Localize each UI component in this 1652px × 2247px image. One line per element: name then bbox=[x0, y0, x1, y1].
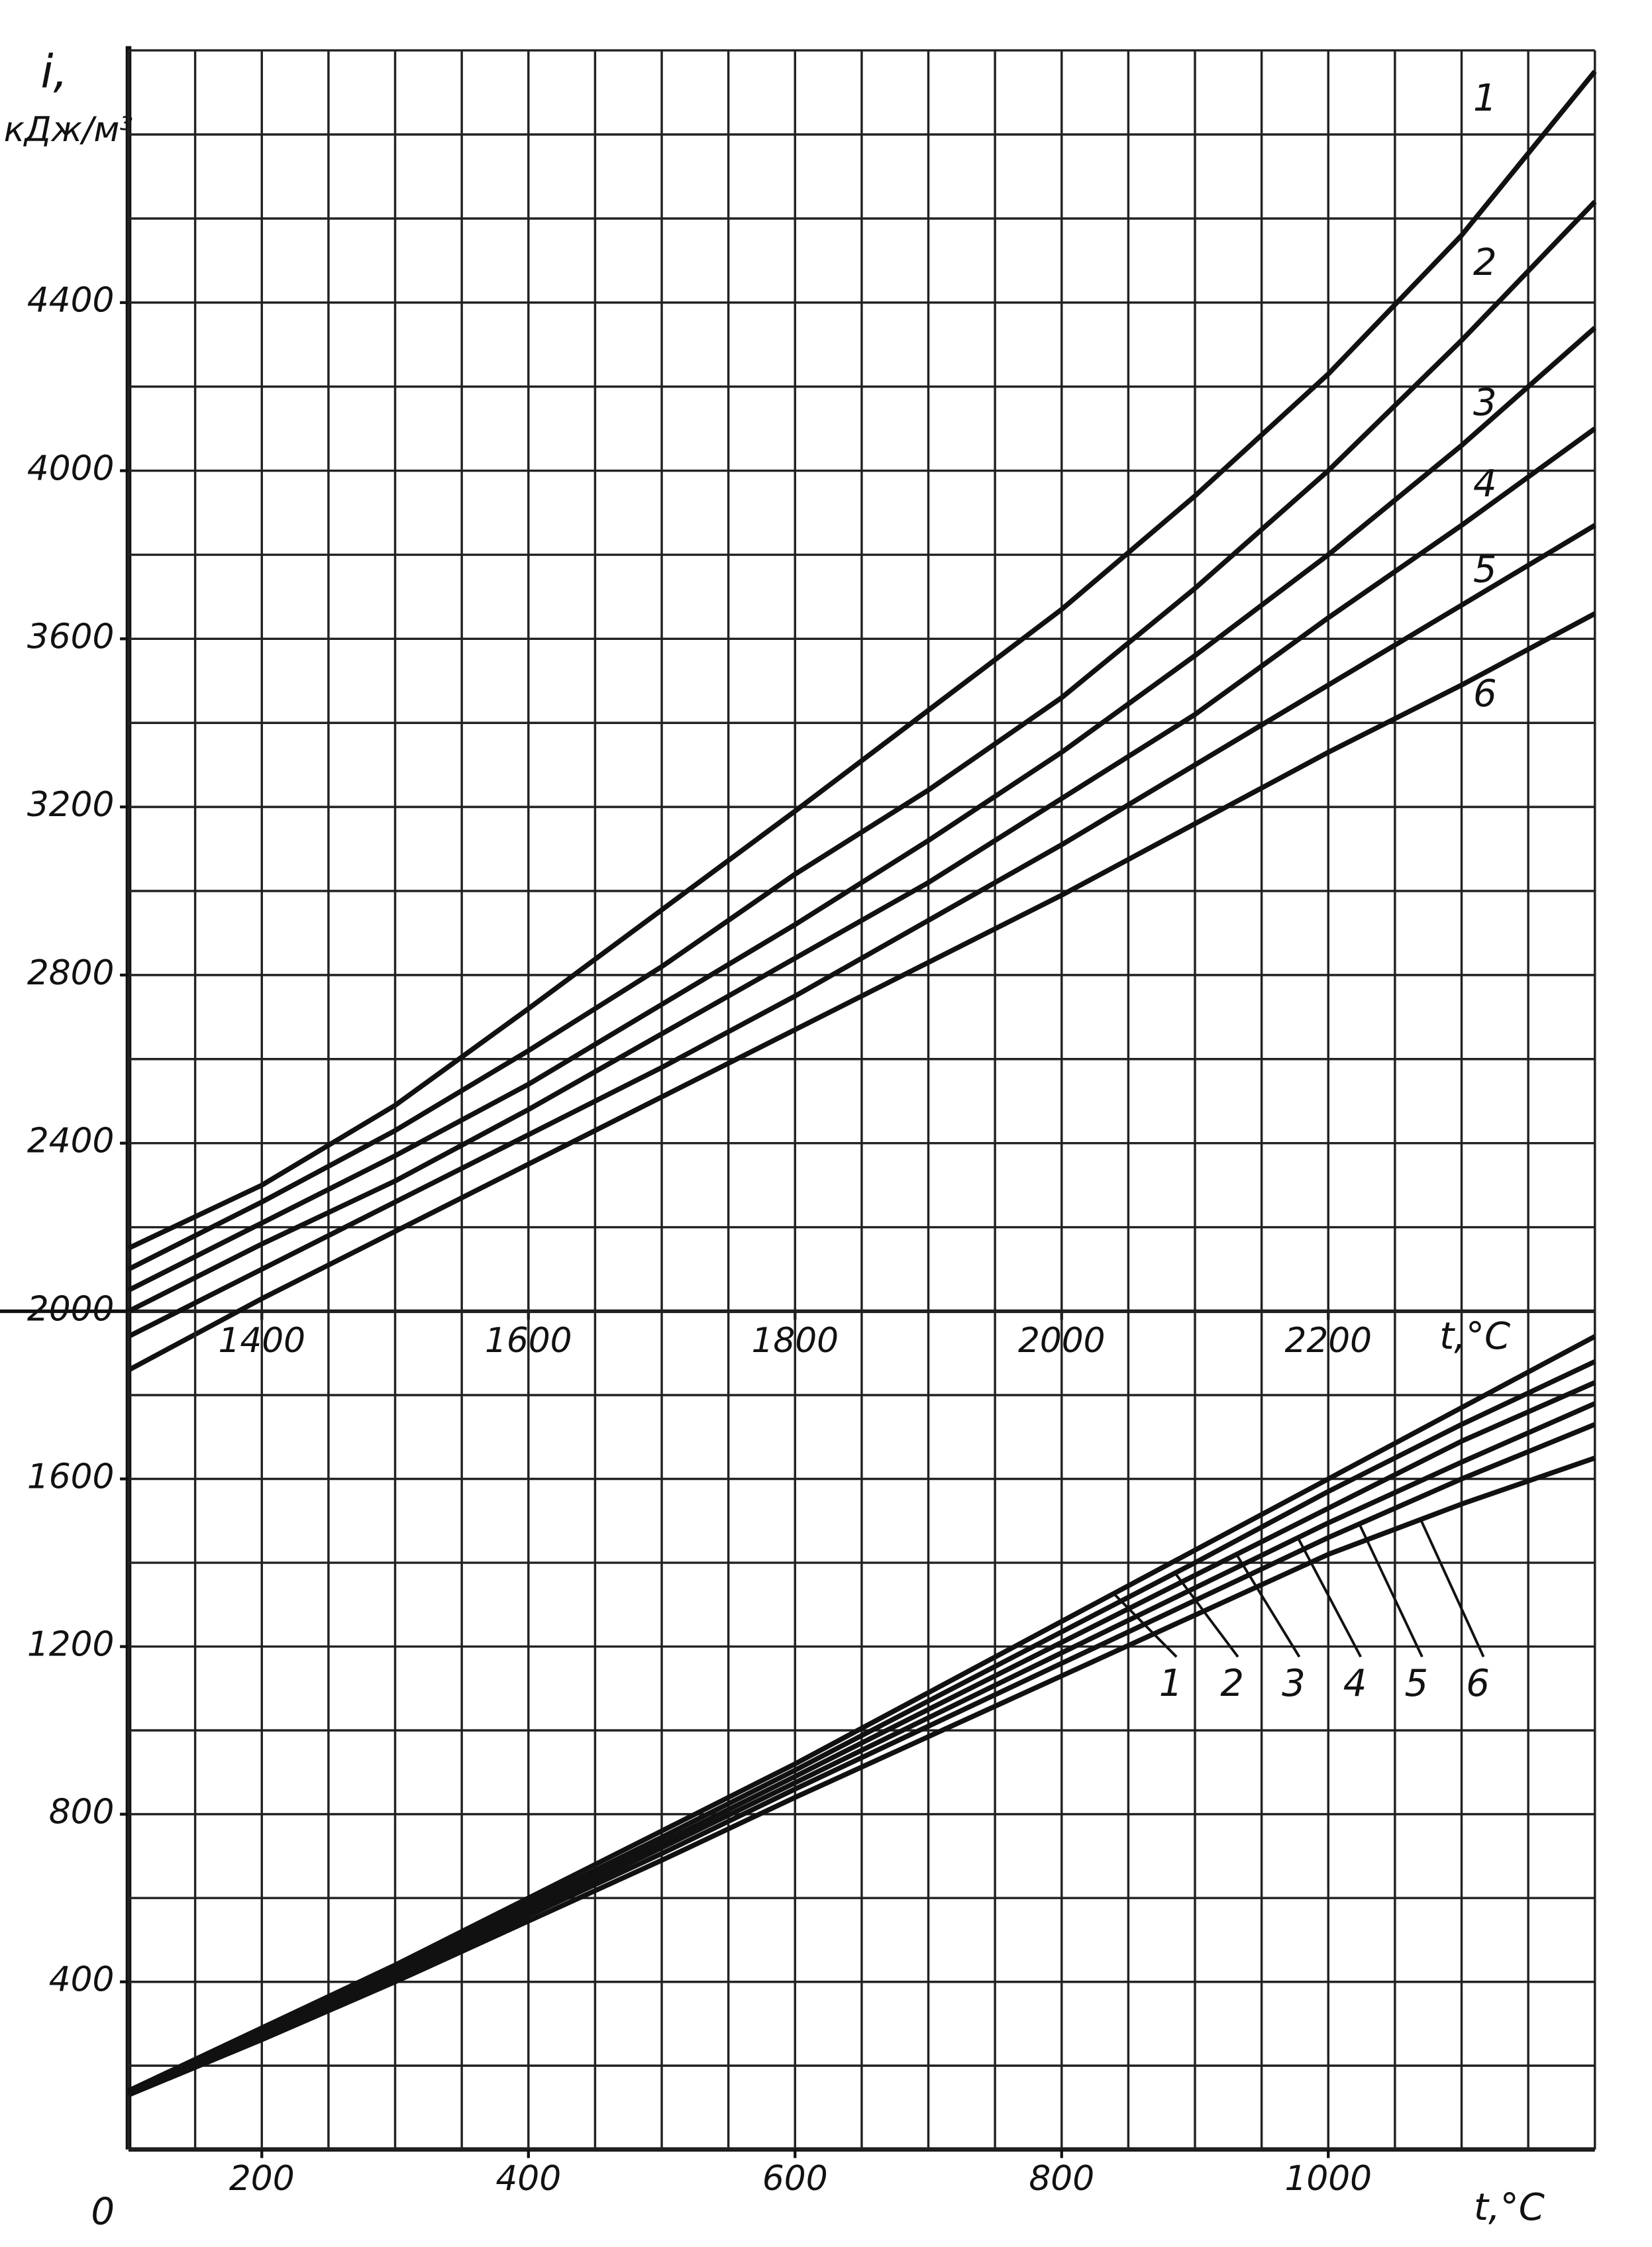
series-line bbox=[127, 523, 1596, 1339]
leader-line bbox=[1358, 1523, 1423, 1657]
series-label: 3 bbox=[1473, 381, 1497, 424]
series-line bbox=[127, 325, 1597, 1293]
series-label: 1 bbox=[1473, 77, 1497, 120]
series-line bbox=[127, 1380, 1596, 2095]
origin-label: 0 bbox=[91, 2190, 115, 2233]
x-tick-label: 1000 bbox=[1284, 2159, 1372, 2199]
y-tick-label: 2000 bbox=[27, 1289, 115, 1329]
series-label: 5 bbox=[1473, 548, 1497, 591]
series-label: 4 bbox=[1473, 462, 1497, 505]
x-axis-label: t,°C bbox=[1439, 1315, 1510, 1358]
y-tick-label: 2400 bbox=[27, 1122, 115, 1161]
leader-line bbox=[1174, 1572, 1239, 1658]
series-label: 6 bbox=[1466, 1662, 1490, 1705]
y-tick-label: 800 bbox=[49, 1793, 115, 1832]
y-tick-label: 3600 bbox=[27, 617, 115, 656]
series-label: 2 bbox=[1473, 241, 1497, 284]
y-tick-label: 2800 bbox=[27, 953, 115, 993]
series-label: 4 bbox=[1343, 1662, 1367, 1705]
y-tick-label: 4400 bbox=[27, 281, 115, 321]
y-tick-label: 1200 bbox=[27, 1625, 115, 1665]
x-tick-label: 600 bbox=[762, 2159, 828, 2199]
series-line bbox=[127, 1334, 1596, 2093]
series-line bbox=[127, 1455, 1596, 2098]
series-label: 3 bbox=[1282, 1662, 1306, 1705]
series-line bbox=[127, 199, 1597, 1272]
y-axis-unit: кДж/м³ bbox=[4, 110, 133, 150]
series-line bbox=[127, 70, 1597, 1251]
series-line bbox=[127, 1359, 1596, 2094]
series-label: 1 bbox=[1159, 1662, 1183, 1705]
series-line bbox=[127, 427, 1596, 1314]
x-axis-label: t,°C bbox=[1474, 2186, 1545, 2229]
x-tick-label: 400 bbox=[495, 2159, 561, 2199]
series-label: 2 bbox=[1220, 1662, 1244, 1705]
leader-line bbox=[1235, 1553, 1301, 1658]
leader-line bbox=[1296, 1537, 1362, 1658]
y-tick-label: 400 bbox=[49, 1960, 115, 2000]
leader-line bbox=[1420, 1518, 1485, 1657]
y-tick-label: 1600 bbox=[27, 1457, 115, 1497]
series-line bbox=[127, 611, 1596, 1373]
series-line bbox=[127, 1401, 1596, 2096]
y-tick-label: 4000 bbox=[27, 449, 115, 489]
x-tick-label: 800 bbox=[1029, 2159, 1094, 2199]
series-label: 5 bbox=[1405, 1662, 1429, 1705]
series-label: 6 bbox=[1473, 672, 1497, 715]
y-tick-label: 3200 bbox=[27, 785, 115, 825]
series-line bbox=[127, 1422, 1596, 2097]
x-tick-label: 200 bbox=[229, 2159, 295, 2199]
y-axis-symbol: i, bbox=[40, 46, 68, 99]
